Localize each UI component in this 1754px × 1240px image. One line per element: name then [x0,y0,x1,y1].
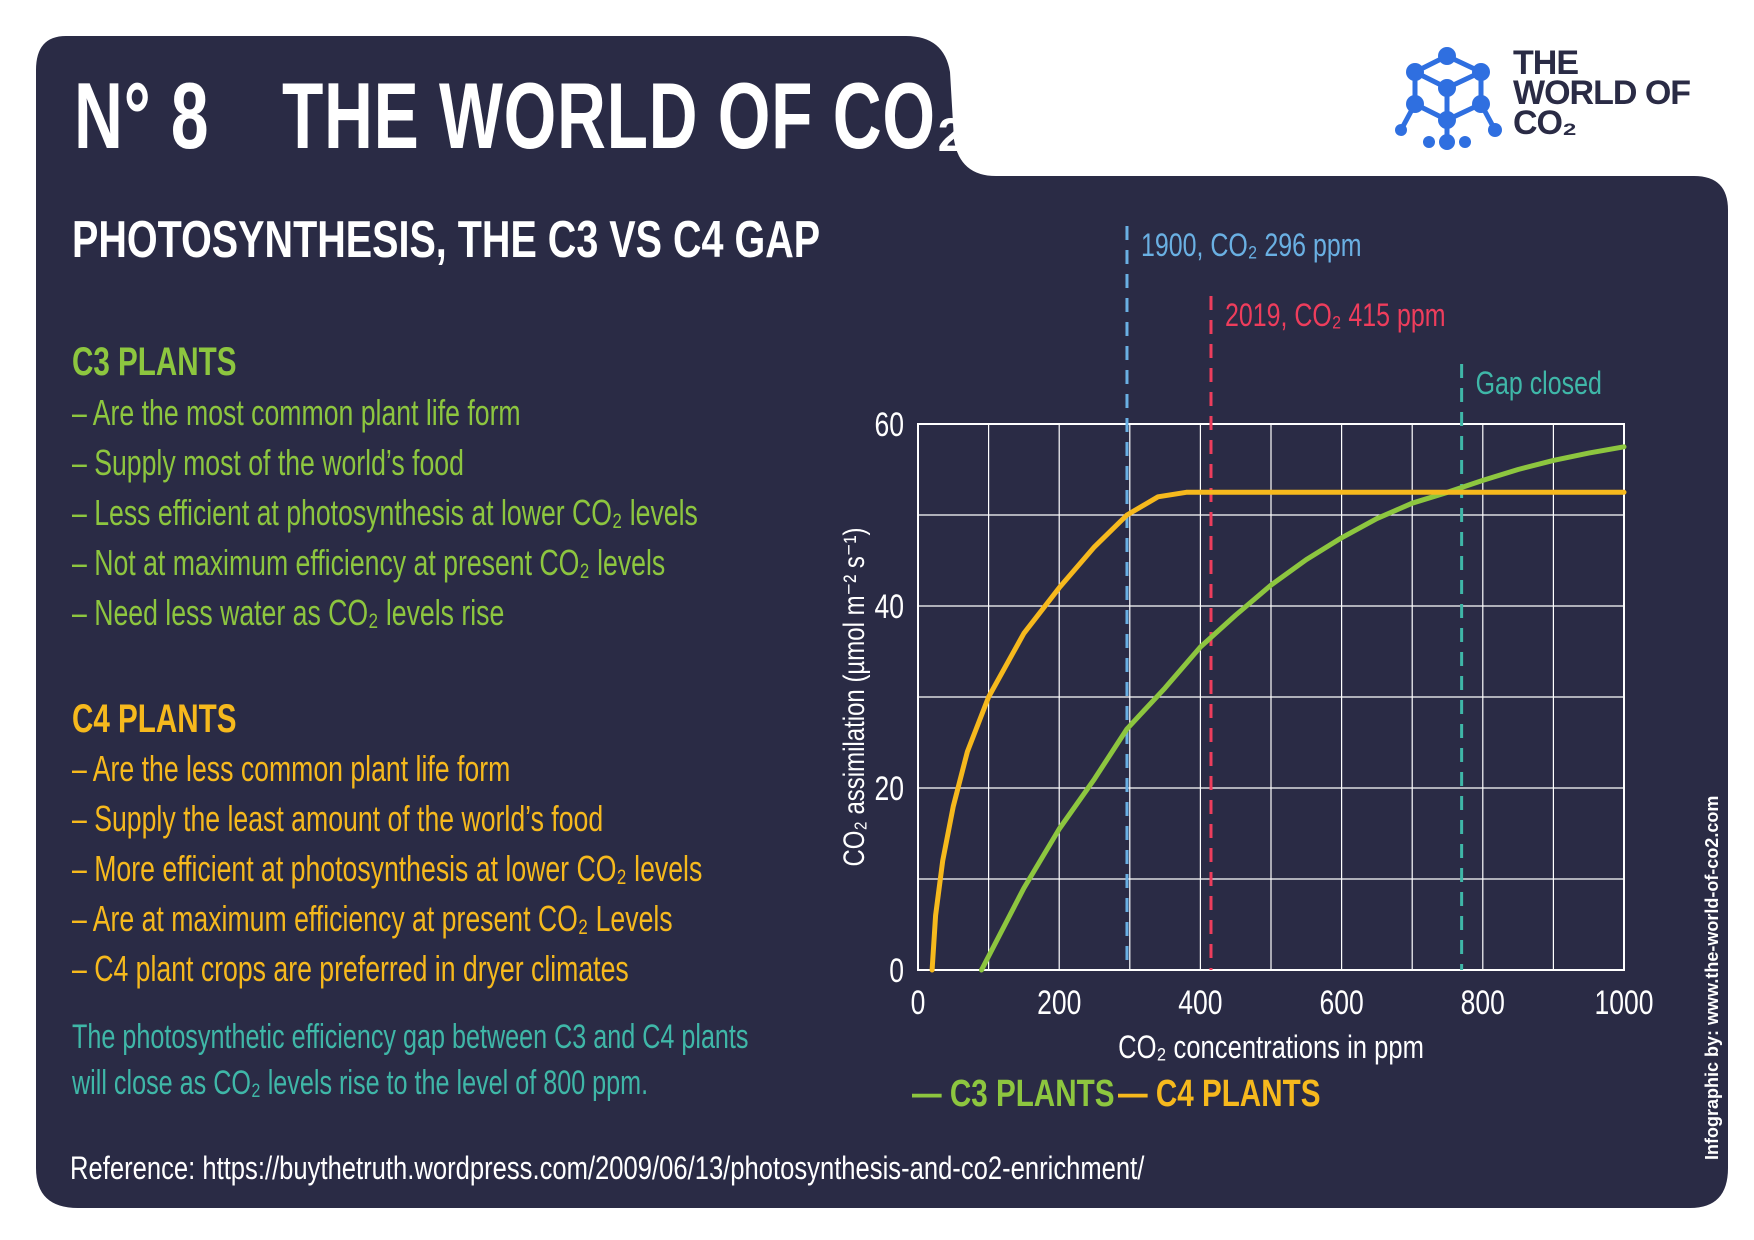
gap-note-line2: will close as CO₂ levels rise to the lev… [72,1064,649,1102]
y-tick-label: 40 [874,588,904,626]
c4-series-line [929,489,1627,973]
logo: THE WORLD OF CO₂ [1395,42,1725,154]
legend-item: — C4 PLANTS [1118,1073,1320,1115]
legend-item: — C3 PLANTS [912,1073,1114,1115]
c3-bullet: – Need less water as CO₂ levels rise [72,592,505,633]
logo-text-line1: THE [1513,44,1579,82]
x-axis-title: CO₂ concentrations in ppm [1118,1030,1424,1065]
c3-series-line [979,444,1627,973]
y-tick-label: 60 [874,406,904,444]
annotation-label: Gap closed [1476,366,1602,402]
logo-text-line2: WORLD OF [1513,74,1691,112]
c4-bullet: – Supply the least amount of the world’s… [72,798,604,839]
y-tick-label: 0 [889,952,904,990]
c4-bullet: – Are the less common plant life form [72,748,511,789]
main-title: THE WORLD OF CO₂ [282,63,967,168]
x-tick-label: 600 [1319,984,1363,1022]
c4-bullet: – Are at maximum efficiency at present C… [72,898,673,939]
c3-heading: C3 PLANTS [72,340,237,384]
gap-note-line1: The photosynthetic efficiency gap betwee… [72,1018,749,1056]
logo-text-line3: CO₂ [1513,104,1577,142]
reference-link[interactable]: Reference: https://buythetruth.wordpress… [70,1150,1145,1186]
x-tick-label: 200 [1037,984,1081,1022]
c4-heading: C4 PLANTS [72,697,237,741]
c3-bullet: – Less efficient at photosynthesis at lo… [72,492,698,533]
y-axis-title: CO₂ assimilation (µmol m⁻² s⁻¹) [836,527,870,866]
molecule-icon [1395,47,1502,150]
card-shape [36,36,1728,1208]
y-tick-label: 20 [874,770,904,808]
c3-bullet: – Not at maximum efficiency at present C… [72,542,666,583]
c3-bullet: – Are the most common plant life form [72,392,521,433]
annotation-label: 1900, CO₂ 296 ppm [1141,228,1362,264]
c4-bullet: – C4 plant crops are preferred in dryer … [72,948,629,989]
annotation-label: 2019, CO₂ 415 ppm [1225,298,1446,334]
subtitle: PHOTOSYNTHESIS, THE C3 VS C4 GAP [72,211,821,269]
c3-bullet: – Supply most of the world’s food [72,442,464,483]
x-tick-label: 400 [1178,984,1222,1022]
c4-bullet: – More efficient at photosynthesis at lo… [72,848,703,889]
x-tick-label: 800 [1461,984,1505,1022]
issue-number: N° 8 [74,63,210,168]
x-tick-label: 1000 [1595,984,1654,1022]
x-tick-label: 0 [911,984,926,1022]
